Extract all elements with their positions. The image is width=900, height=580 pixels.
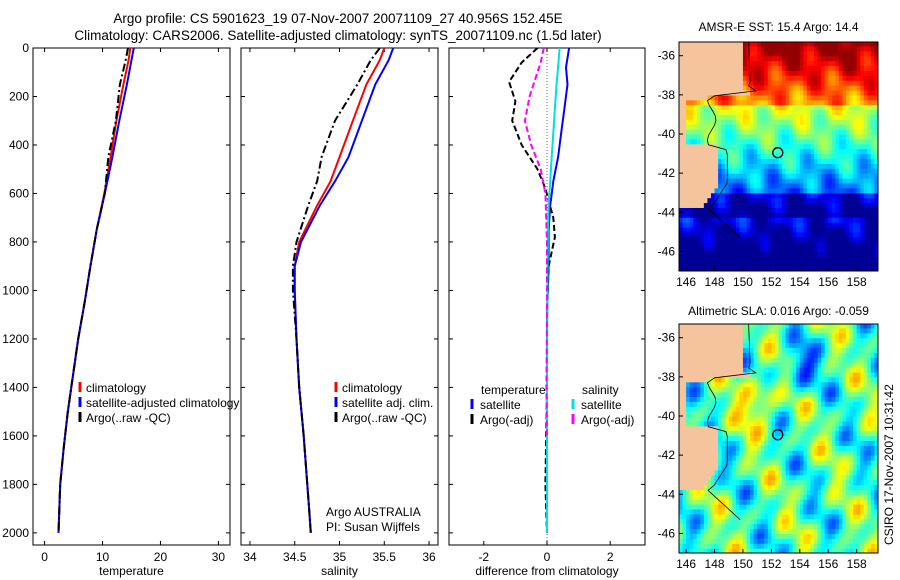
series-line-salinity-satellite — [546, 48, 561, 533]
map-field — [679, 324, 878, 553]
legend-label: satellite — [581, 398, 622, 412]
series-line-satellite-adj-clim- — [293, 48, 395, 533]
series-line-argo-raw-qc- — [57, 48, 129, 533]
map-x-tick-label: 146 — [676, 275, 696, 289]
x-axis-label: difference from climatology — [475, 564, 618, 578]
x-tick-label: 34.5 — [283, 550, 307, 564]
map-x-tick-label: 158 — [847, 275, 867, 289]
series-line-argo-raw-qc- — [291, 48, 381, 533]
map-x-tick-label: 154 — [790, 275, 810, 289]
map-x-tick-label: 152 — [761, 557, 781, 571]
x-tick-label: 0 — [544, 550, 551, 564]
series-group — [508, 48, 571, 533]
y-tick-label: 1600 — [2, 429, 29, 443]
map-y-tick-label: -40 — [658, 127, 676, 141]
y-tick-label: 0 — [22, 41, 29, 55]
x-tick-label: 36 — [422, 550, 436, 564]
y-tick-label: 800 — [9, 235, 29, 249]
legend-label: satellite adj. clim. — [342, 396, 433, 410]
x-tick-label: 20 — [154, 550, 168, 564]
figure-title-line-2: Climatology: CARS2006. Satellite-adjuste… — [74, 28, 602, 43]
series-group — [57, 48, 135, 533]
y-tick-label: 200 — [9, 89, 29, 103]
legend-label: climatology — [342, 381, 402, 395]
map-x-tick-label: 146 — [676, 557, 696, 571]
y-tick-label: 1800 — [2, 477, 29, 491]
x-tick-label: 10 — [96, 550, 110, 564]
map-x-tick-label: 148 — [705, 557, 725, 571]
annotation-text: Argo AUSTRALIA — [326, 505, 421, 519]
map-y-tick-label: -46 — [658, 526, 676, 540]
map-y-tick-label: -36 — [658, 49, 676, 63]
y-tick-label: 2000 — [2, 526, 29, 540]
y-tick-label: 1000 — [2, 283, 29, 297]
x-tick-label: 2 — [607, 550, 614, 564]
map-y-tick-label: -36 — [658, 331, 676, 345]
map-panel-2: Altimetric SLA: 0.016 Argo: -0.059 146 148… — [658, 304, 879, 571]
x-axis-label: temperature — [99, 564, 164, 578]
map-x-tick-label: 152 — [761, 275, 781, 289]
map-frame — [678, 41, 879, 272]
argo-position-marker — [772, 429, 784, 441]
map-x-tick-label: 156 — [818, 275, 838, 289]
coast-contour — [706, 42, 757, 238]
legend-label: Argo(..raw -QC) — [86, 411, 171, 425]
map-y-tick-label: -38 — [658, 370, 676, 384]
map-x-tick-label: 154 — [790, 557, 810, 571]
y-tick-label: 400 — [9, 138, 29, 152]
series-line-satellite-adjusted-climatology — [57, 48, 135, 533]
x-tick-label: -2 — [478, 550, 489, 564]
plot-frame — [32, 47, 231, 546]
series-group — [291, 48, 395, 533]
x-tick-label: 0 — [41, 550, 48, 564]
legend-label: satellite-adjusted climatology — [86, 396, 239, 410]
legend-label: salinity — [582, 383, 619, 397]
x-axis-label: salinity — [321, 564, 358, 578]
legend-label: temperature — [481, 383, 546, 397]
map-x-tick-label: 150 — [733, 275, 753, 289]
map-y-tick-label: -40 — [658, 409, 676, 423]
legend-label: Argo(-adj) — [581, 413, 634, 427]
map-y-tick-label: -44 — [658, 487, 676, 501]
legend-label: climatology — [86, 381, 146, 395]
x-tick-label: 34 — [243, 550, 257, 564]
y-tick-label: 1200 — [2, 332, 29, 346]
x-tick-label: 30 — [212, 550, 226, 564]
x-tick-label: 35.5 — [373, 550, 397, 564]
legend-label: Argo(..raw -QC) — [342, 411, 427, 425]
map-y-tick-label: -42 — [658, 166, 676, 180]
series-line-salinity-argo-adj- — [523, 48, 548, 436]
map-frame — [678, 323, 879, 554]
map-y-tick-label: -46 — [658, 244, 676, 258]
legend-label: Argo(-adj) — [480, 413, 533, 427]
map-y-tick-label: -44 — [658, 205, 676, 219]
x-tick-label: 35 — [333, 550, 347, 564]
profile-panel-1: 0 10 20 30 0 200 400 600 800 1000 1200 1400 1600 1800… — [2, 41, 239, 578]
map-title: AMSR-E SST: 15.4 Argo: 14.4 — [698, 20, 858, 34]
figure-title-line-1: Argo profile: CS 5901623_19 07-Nov-2007 … — [113, 11, 563, 26]
map-x-tick-label: 156 — [818, 557, 838, 571]
map-y-tick-label: -38 — [658, 88, 676, 102]
coast-contour — [706, 324, 757, 520]
plot-frame — [240, 47, 439, 546]
y-tick-label: 1400 — [2, 380, 29, 394]
argo-position-marker — [772, 147, 784, 159]
map-title: Altimetric SLA: 0.016 Argo: -0.059 — [688, 304, 869, 318]
legend-label: satellite — [480, 398, 521, 412]
y-tick-label: 600 — [9, 186, 29, 200]
annotation-text: PI: Susan Wijffels — [326, 520, 420, 534]
map-x-tick-label: 158 — [847, 557, 867, 571]
map-x-tick-label: 150 — [733, 557, 753, 571]
map-field — [679, 42, 878, 271]
profile-panel-2: 34 34.5 35 35.5 36 salinity climatologysatelli… — [240, 47, 439, 578]
map-panel-1: AMSR-E SST: 15.4 Argo: 14.4 146 148 150 152 1… — [658, 20, 879, 289]
map-y-tick-label: -42 — [658, 448, 676, 462]
map-x-tick-label: 148 — [705, 275, 725, 289]
